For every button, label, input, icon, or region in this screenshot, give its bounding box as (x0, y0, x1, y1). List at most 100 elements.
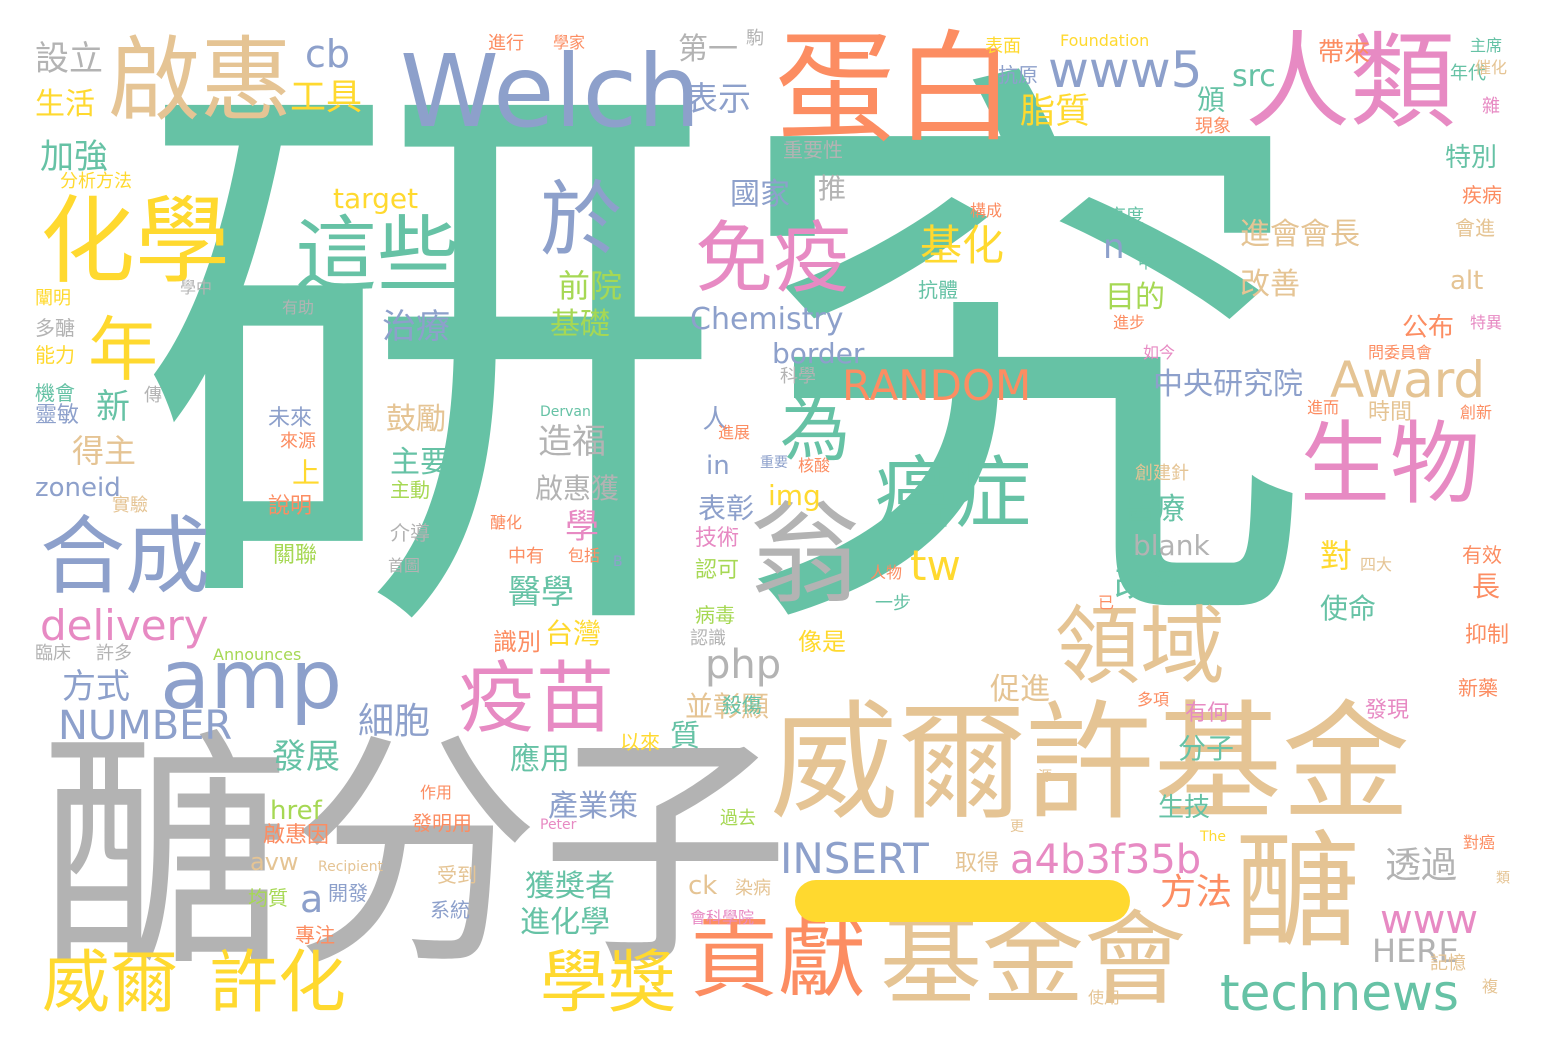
cloud-word: 能力 (35, 343, 75, 367)
cloud-word: ck (688, 871, 718, 901)
cloud-word: target (333, 182, 419, 215)
cloud-word: 第一 (678, 32, 738, 67)
cloud-word: src (1232, 59, 1276, 94)
cloud-word: 多醣 (35, 316, 75, 340)
cloud-word: 醣分子 (40, 709, 790, 1000)
cloud-word: 有助 (282, 298, 315, 317)
cloud-word: 學 (565, 507, 599, 547)
cloud-word: 貢獻 (690, 907, 867, 1010)
cloud-word: a4b3f35b (1010, 837, 1202, 883)
cloud-word: 有效 (1462, 543, 1502, 567)
cloud-word: 實驗 (112, 495, 148, 516)
cloud-word: 複 (1479, 978, 1498, 994)
cloud-word: 許多 (96, 643, 132, 664)
cloud-word: 加強 (40, 137, 108, 177)
cloud-word: 中央研究院 (1153, 367, 1303, 402)
cloud-word: 進展 (718, 423, 751, 442)
cloud-word: 透過 (1385, 845, 1458, 886)
cloud-word: 系統 (430, 898, 470, 922)
cloud-word: 人類 (1245, 21, 1456, 143)
cloud-word: 表示 (685, 79, 751, 118)
cloud-word: 應用 (510, 742, 570, 777)
cloud-word: 啟惠因 (263, 823, 330, 848)
cloud-word: 更 (1010, 819, 1024, 835)
cloud-word: 工具 (290, 77, 363, 118)
cloud-word: 染病 (735, 878, 771, 899)
cloud-word: 治療 (382, 307, 450, 347)
cloud-word: 對 (1320, 537, 1353, 575)
cloud-word: 國家 (730, 177, 790, 212)
cloud-word: Foundation (1060, 31, 1150, 50)
cloud-word: cb (305, 32, 351, 76)
cloud-word: B (613, 554, 623, 570)
cloud-word: 為 (780, 389, 850, 471)
cloud-word: alt (1450, 266, 1484, 296)
cloud-word: 頒 (1193, 85, 1226, 113)
cloud-word: 生技 (1158, 793, 1211, 823)
cloud-word: 特異 (1470, 313, 1503, 332)
cloud-word: 闡明 (35, 288, 71, 309)
cloud-word: 啟惠 (108, 27, 293, 134)
cloud-word: 表彰 (698, 492, 755, 525)
cloud-word: 蛋白 (775, 20, 1015, 159)
cloud-word: avw (250, 848, 299, 876)
cloud-word: 基化 (920, 221, 1005, 270)
cloud-word: 使用 (1088, 988, 1121, 1007)
cloud-word: Peter (540, 817, 577, 833)
cloud-word: 進步 (1113, 313, 1146, 332)
cloud-word: 已 (1098, 593, 1115, 612)
cloud-word: 基金會 (880, 901, 1186, 1020)
cloud-word: 主席 (1470, 36, 1503, 55)
cloud-word: 時間 (1368, 400, 1413, 425)
cloud-word: 進會會長 (1240, 217, 1360, 252)
cloud-word: 以來 (620, 730, 660, 754)
cloud-word: 脂質 (1020, 92, 1091, 132)
cloud-word: 創建針 (1135, 463, 1189, 484)
cloud-word: www5 (1048, 41, 1203, 99)
cloud-word: 疾病 (1462, 183, 1502, 207)
cloud-word: 對癌 (1463, 833, 1496, 852)
cloud-word: 進化學 (520, 905, 610, 940)
cloud-word: 台灣 (545, 617, 602, 650)
cloud-word: 均質 (248, 886, 288, 910)
cloud-word: Chemistry (690, 302, 844, 337)
cloud-word: 設立 (35, 39, 103, 79)
cloud-word: 進行 (488, 33, 524, 54)
cloud-word: 重要 (760, 455, 788, 471)
cloud-word: technews (1220, 964, 1459, 1022)
cloud-word: Dervan (540, 404, 591, 420)
cloud-word: 認可 (695, 558, 740, 583)
cloud-word: 重要性 (783, 138, 843, 162)
cloud-word: 未來 (268, 406, 313, 431)
cloud-word: delivery (40, 601, 209, 650)
cloud-word: 開發 (328, 881, 368, 905)
cloud-word: zoneid (35, 473, 121, 503)
cloud-word: 包括 (568, 546, 601, 565)
cloud-word: 上 (288, 458, 321, 486)
cloud-word: 進而 (1307, 398, 1340, 417)
cloud-word: 疫苗 (458, 654, 615, 744)
cloud-word: 帶來 (1318, 38, 1371, 68)
cloud-word: 發明用 (412, 811, 472, 835)
cloud-word: 基礎 (550, 307, 610, 342)
cloud-word: 關聯 (273, 543, 318, 568)
cloud-word: 獲獎者 (525, 869, 615, 904)
cloud-word: 主要 (390, 445, 450, 480)
cloud-word: 現象 (1195, 116, 1231, 137)
cloud-word: 目的 (1105, 280, 1165, 315)
cloud-word: 醫學 (508, 572, 574, 611)
cloud-word: 威爾許基金 (770, 689, 1411, 838)
cloud-word: 像是 (798, 628, 846, 656)
cloud-word: 臨床 (35, 643, 71, 664)
cloud-word: 分析方法 (60, 171, 132, 192)
cloud-word: The (1200, 829, 1227, 845)
cloud-word: 表面 (985, 36, 1021, 57)
cloud-word: 中 (1138, 253, 1155, 272)
cloud-word: 主動 (390, 478, 430, 502)
cloud-word: 醫療 (1125, 492, 1185, 527)
cloud-word: 化學 (40, 187, 231, 297)
cloud-word: 方法 (1160, 872, 1233, 913)
cloud-word: 前院 (558, 267, 623, 305)
cloud-word: 高度 (1108, 206, 1144, 227)
